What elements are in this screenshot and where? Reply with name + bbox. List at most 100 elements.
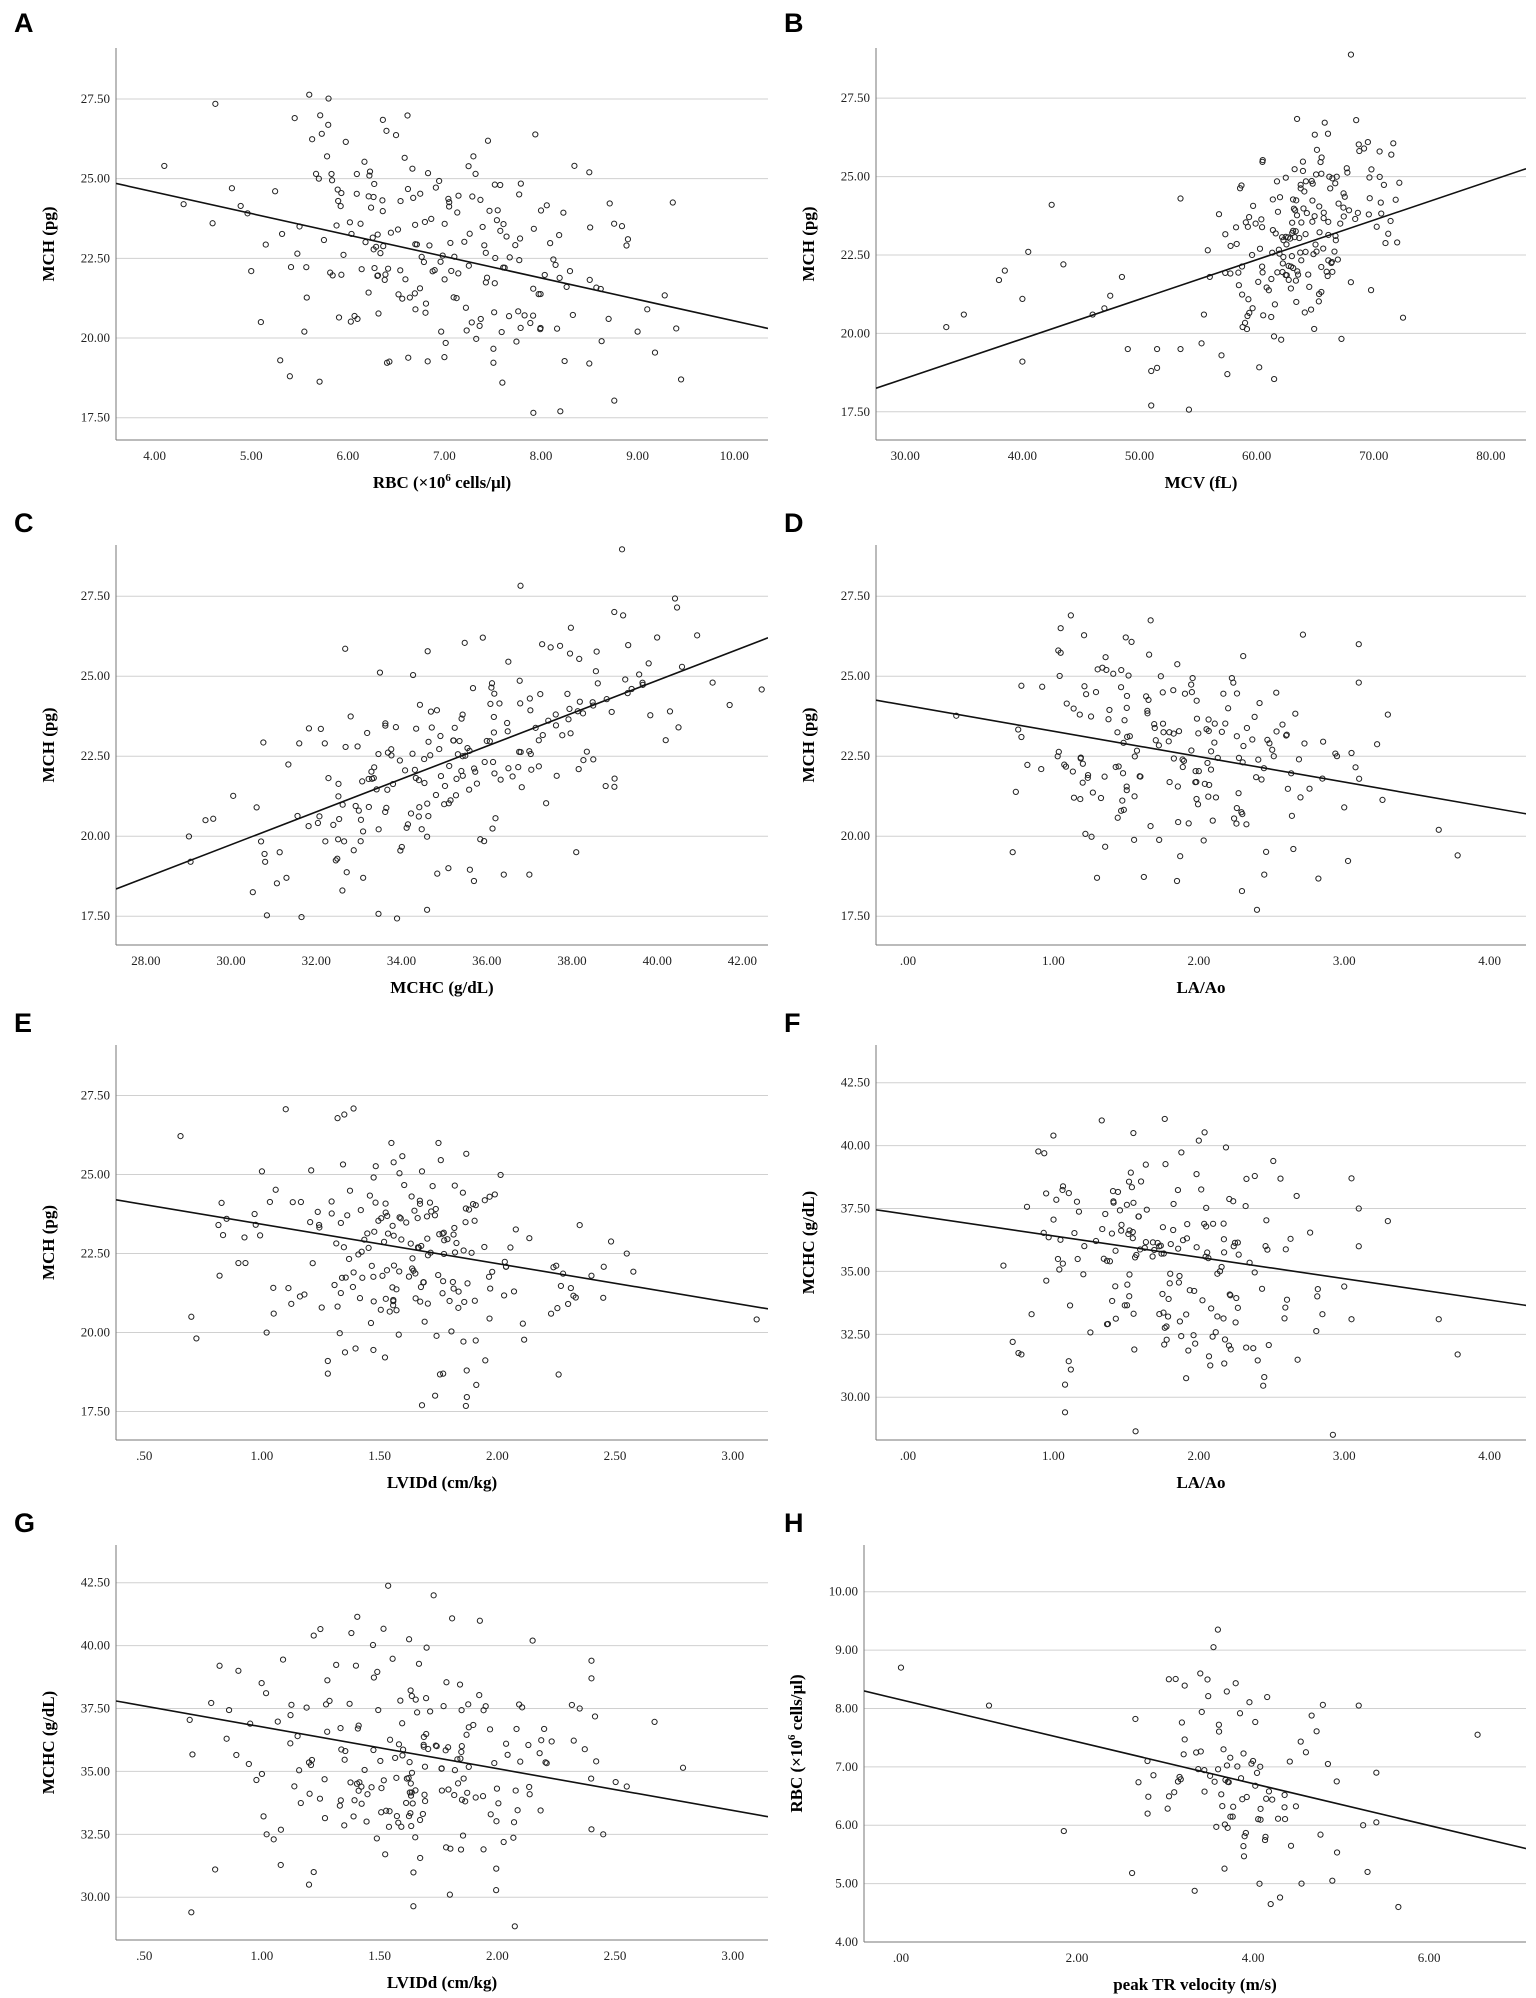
data-point (426, 242, 433, 249)
data-point (316, 813, 323, 820)
data-point (1163, 1336, 1170, 1343)
data-point (442, 339, 449, 347)
data-point (1176, 1318, 1184, 1325)
x-tick-label: .00 (900, 953, 916, 968)
data-point (1324, 130, 1332, 137)
data-point (392, 132, 400, 139)
label-part: RBC (×10 (787, 1740, 806, 1813)
data-point (219, 1232, 227, 1239)
data-point (1315, 875, 1322, 882)
data-point (1348, 1175, 1355, 1182)
data-point (1075, 1208, 1083, 1215)
data-point (1018, 682, 1025, 689)
data-point (476, 322, 483, 329)
x-tick-label: 2.00 (1187, 953, 1210, 968)
data-point (352, 802, 359, 810)
data-point (943, 324, 950, 331)
data-point (230, 792, 237, 799)
data-point (185, 833, 193, 840)
data-point (368, 1784, 375, 1791)
data-point (1123, 1302, 1131, 1309)
data-point (677, 376, 685, 383)
data-point (499, 379, 506, 386)
data-point (490, 359, 497, 366)
data-point (262, 1690, 270, 1697)
data-point (369, 1641, 377, 1649)
data-point (361, 158, 368, 165)
data-point (538, 1737, 545, 1744)
data-point (309, 136, 316, 143)
data-point (328, 1198, 335, 1205)
data-point (360, 874, 367, 881)
x-tick-label: 4.00 (1478, 1448, 1501, 1463)
data-point (1106, 706, 1113, 714)
data-point (1084, 774, 1091, 781)
data-point (1109, 1297, 1116, 1305)
data-point (527, 707, 534, 714)
data-point (324, 1677, 331, 1684)
data-point (1373, 223, 1380, 230)
data-point (1366, 195, 1373, 202)
data-point (352, 1345, 359, 1352)
data-point (1179, 1237, 1187, 1244)
data-point (410, 1869, 417, 1876)
data-point (1112, 1247, 1119, 1254)
data-point (1117, 684, 1125, 691)
data-point (1114, 814, 1121, 821)
data-point (537, 1807, 544, 1814)
data-points (864, 1626, 1526, 1911)
data-point (1069, 768, 1076, 775)
data-point (1320, 245, 1327, 252)
data-point (556, 232, 563, 239)
data-point (483, 737, 490, 745)
data-point (385, 1823, 393, 1830)
data-point (1144, 707, 1151, 714)
data-point (357, 816, 365, 823)
data-point (326, 1697, 333, 1705)
data-point (1259, 269, 1266, 276)
data-point (274, 1718, 281, 1725)
x-tick-label: 40.00 (643, 953, 672, 968)
y-tick-label: 6.00 (835, 1817, 858, 1832)
data-point (483, 274, 491, 281)
data-point (1229, 1813, 1236, 1820)
data-point (541, 1725, 548, 1733)
data-point (228, 185, 236, 192)
data-point (1242, 1202, 1249, 1210)
data-point (342, 1747, 349, 1755)
data-point (1246, 309, 1253, 316)
data-point (321, 1776, 328, 1783)
data-point (457, 1755, 464, 1762)
data-point (1270, 333, 1278, 340)
x-tick-label: 2.50 (604, 1448, 627, 1463)
data-point (1388, 151, 1395, 158)
data-point (411, 766, 419, 773)
data-point (1125, 1178, 1133, 1185)
data-point (512, 1226, 519, 1233)
data-point (1151, 724, 1158, 732)
data-point (1309, 180, 1316, 187)
data-point (1205, 793, 1212, 800)
data-point (1220, 1220, 1227, 1227)
data-point (481, 1197, 488, 1204)
data-point (1302, 1749, 1310, 1756)
data-point (494, 207, 501, 214)
data-point (1180, 757, 1188, 765)
data-point (535, 763, 542, 770)
data-point (1392, 196, 1399, 203)
data-point (1306, 283, 1313, 291)
data-point (1185, 1347, 1192, 1354)
data-point (1156, 836, 1163, 844)
data-point (416, 285, 424, 292)
data-point (1099, 1225, 1106, 1233)
data-point (1230, 679, 1237, 686)
data-point (481, 758, 488, 766)
data-point (564, 1300, 572, 1308)
data-point (1065, 1190, 1072, 1197)
data-point (669, 199, 676, 206)
x-tick-label: 1.00 (251, 1948, 274, 1963)
data-point (552, 711, 559, 718)
data-point (1273, 689, 1280, 696)
data-point (1245, 213, 1253, 221)
data-point (1356, 775, 1363, 782)
